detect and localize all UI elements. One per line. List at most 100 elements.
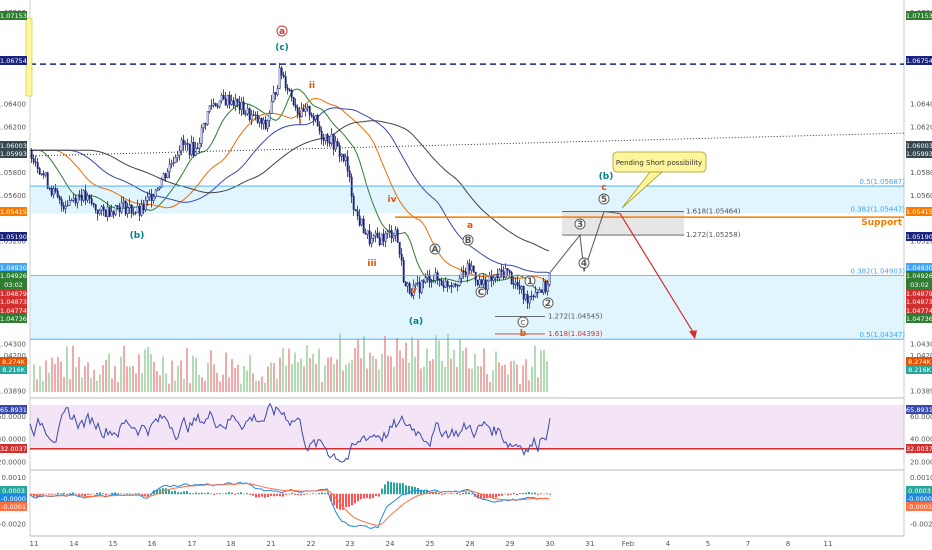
- candle-body: [256, 114, 259, 123]
- rsi-tag: 32.0037: [906, 444, 932, 453]
- candle-body: [518, 285, 521, 290]
- candle-body: [74, 198, 77, 204]
- volume-bar: [111, 378, 113, 392]
- candle-body: [116, 205, 119, 207]
- candle-body: [190, 141, 193, 156]
- candle-body: [298, 113, 301, 118]
- y-tick-label-left: 1.06200: [0, 123, 26, 131]
- candle-body: [386, 231, 389, 234]
- wave-label: 1: [527, 277, 533, 287]
- volume-bar: [306, 345, 308, 392]
- candle-body: [44, 172, 47, 176]
- candle-body: [140, 204, 143, 216]
- macd-histogram-bar: [531, 492, 533, 495]
- candle-body: [238, 101, 241, 110]
- macd-histogram-bar: [543, 493, 545, 495]
- volume-bar: [231, 359, 233, 392]
- candle-body: [240, 101, 243, 110]
- volume-bar: [39, 366, 41, 392]
- volume-bar: [486, 374, 488, 392]
- candle-body: [160, 179, 163, 188]
- volume-bar: [72, 345, 74, 392]
- macd-histogram-bar: [222, 493, 224, 495]
- volume-bar: [510, 361, 512, 392]
- volume-bar: [414, 356, 416, 392]
- price-tag: 03:02: [906, 280, 932, 289]
- candle-body: [274, 92, 277, 95]
- y-tick-label-right: 1.05200: [910, 238, 932, 246]
- candle-body: [108, 206, 111, 217]
- candle-body: [246, 108, 249, 115]
- price-tag: 8.216K: [906, 365, 932, 374]
- candle-body: [482, 279, 485, 285]
- volume-bar: [528, 380, 530, 392]
- candle-body: [234, 98, 237, 106]
- volume-bar: [345, 364, 347, 392]
- candle-body: [222, 95, 225, 99]
- price-tag-text: 1.06754: [906, 57, 932, 65]
- annotations[interactable]: 0.5(1.05687) 0.382(1.05447) 0.382(1.04903)…: [25, 17, 906, 340]
- macd-histogram-bar: [546, 493, 548, 495]
- price-tag-text: 1.04736: [906, 315, 932, 323]
- macd-tag: -0.0000: [906, 494, 932, 503]
- candle-body: [124, 200, 127, 215]
- volume-bar: [165, 373, 167, 392]
- macd-tag-bg: [906, 502, 932, 511]
- price-tag-text: 8.274K: [908, 358, 932, 366]
- volume-bar: [147, 346, 149, 392]
- price-tag-text: 1.06003: [0, 142, 27, 150]
- macd-histogram-bar: [114, 492, 116, 495]
- candle-body: [80, 195, 83, 201]
- candle-body: [178, 150, 181, 156]
- volume-bar: [333, 363, 335, 392]
- candle-body: [330, 133, 333, 144]
- fib-label: 1.618(1.05464): [686, 208, 741, 216]
- y-tick-label-right: 1.06400: [910, 101, 932, 109]
- macd-histogram-bar: [480, 493, 482, 499]
- candle-body: [142, 204, 145, 211]
- macd-histogram-bar: [117, 493, 119, 495]
- volume-bar: [318, 348, 320, 392]
- price-tag-text: 1.04873: [0, 298, 27, 306]
- candle-body: [54, 188, 57, 192]
- candle-body: [522, 286, 525, 300]
- candle-body: [98, 210, 101, 215]
- candle-body: [148, 194, 151, 198]
- price-tag-text: 03:02: [4, 281, 23, 289]
- volume-bar: [405, 342, 407, 392]
- price-tag-text: 1.04873: [906, 298, 932, 306]
- candle-body: [466, 263, 469, 277]
- macd-tag-text: -0.0000: [1, 495, 26, 503]
- candle-body: [134, 212, 137, 214]
- volume-bar: [378, 369, 380, 392]
- candle-body: [286, 87, 289, 91]
- macd-histogram-bar: [396, 482, 398, 495]
- macd-histogram-bar: [294, 493, 296, 495]
- macd-histogram-bar: [186, 491, 188, 495]
- volume-bar: [69, 379, 71, 392]
- price-tag-text: 1.04736: [0, 315, 27, 323]
- macd-histogram-bar: [63, 492, 65, 495]
- macd-histogram-bar: [189, 492, 191, 495]
- price-tags: 1.071531.067541.060031.059931.054151.051…: [0, 11, 932, 511]
- volume-bar: [180, 360, 182, 392]
- macd-histogram-bar: [174, 490, 176, 495]
- ma-medium: [30, 97, 550, 284]
- macd-histogram-bar: [384, 484, 386, 495]
- macd-histogram-bar: [156, 489, 158, 495]
- macd-histogram-bar: [120, 493, 122, 495]
- candle-body: [420, 280, 423, 293]
- price-tag: 8.216K: [0, 365, 27, 374]
- candle-body: [362, 218, 365, 234]
- fib-label: 0.382(1.05447): [851, 205, 906, 213]
- volume-bar: [162, 356, 164, 392]
- macd-histogram-bar: [351, 493, 353, 506]
- candle-body: [232, 100, 235, 106]
- macd-histogram-bar: [159, 488, 161, 495]
- candle-body: [290, 90, 293, 98]
- macd-histogram-bar: [342, 493, 344, 510]
- macd-histogram-bar: [207, 492, 209, 495]
- y-tick-label-left: 1.06400: [0, 101, 26, 109]
- price-tag-bg: [0, 365, 27, 374]
